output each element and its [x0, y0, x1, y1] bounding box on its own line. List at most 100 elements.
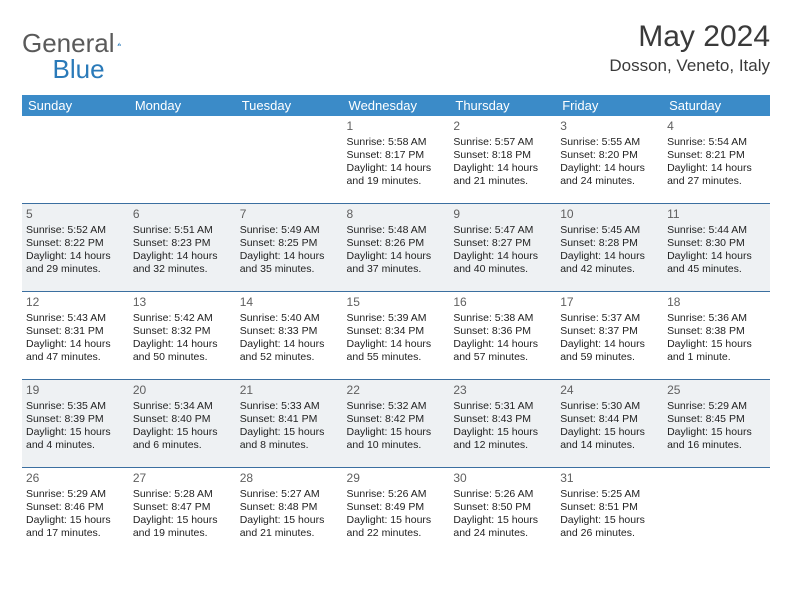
sunset-text: Sunset: 8:26 PM — [347, 237, 446, 250]
daylight-text: Daylight: 14 hours and 59 minutes. — [560, 338, 659, 364]
location-label: Dosson, Veneto, Italy — [609, 56, 770, 76]
calendar-day-cell: 2Sunrise: 5:57 AMSunset: 8:18 PMDaylight… — [449, 116, 556, 204]
day-number: 10 — [560, 207, 659, 222]
sunset-text: Sunset: 8:38 PM — [667, 325, 766, 338]
day-number: 11 — [667, 207, 766, 222]
daylight-text: Daylight: 15 hours and 12 minutes. — [453, 426, 552, 452]
day-number: 7 — [240, 207, 339, 222]
sunset-text: Sunset: 8:17 PM — [347, 149, 446, 162]
sunrise-text: Sunrise: 5:55 AM — [560, 136, 659, 149]
calendar-day-cell: 7Sunrise: 5:49 AMSunset: 8:25 PMDaylight… — [236, 204, 343, 292]
daylight-text: Daylight: 15 hours and 16 minutes. — [667, 426, 766, 452]
sunrise-text: Sunrise: 5:58 AM — [347, 136, 446, 149]
sunrise-text: Sunrise: 5:26 AM — [347, 488, 446, 501]
daylight-text: Daylight: 14 hours and 37 minutes. — [347, 250, 446, 276]
calendar-week-row: 12Sunrise: 5:43 AMSunset: 8:31 PMDayligh… — [22, 292, 770, 380]
day-number: 5 — [26, 207, 125, 222]
sunset-text: Sunset: 8:23 PM — [133, 237, 232, 250]
sunset-text: Sunset: 8:42 PM — [347, 413, 446, 426]
sunrise-text: Sunrise: 5:34 AM — [133, 400, 232, 413]
sunrise-text: Sunrise: 5:42 AM — [133, 312, 232, 325]
calendar-day-cell: 9Sunrise: 5:47 AMSunset: 8:27 PMDaylight… — [449, 204, 556, 292]
calendar-day-cell: 22Sunrise: 5:32 AMSunset: 8:42 PMDayligh… — [343, 380, 450, 468]
calendar-table: SundayMondayTuesdayWednesdayThursdayFrid… — [22, 95, 770, 555]
daylight-text: Daylight: 14 hours and 47 minutes. — [26, 338, 125, 364]
sunset-text: Sunset: 8:22 PM — [26, 237, 125, 250]
sunset-text: Sunset: 8:21 PM — [667, 149, 766, 162]
day-number: 16 — [453, 295, 552, 310]
sunset-text: Sunset: 8:32 PM — [133, 325, 232, 338]
calendar-week-row: 26Sunrise: 5:29 AMSunset: 8:46 PMDayligh… — [22, 468, 770, 556]
calendar-day-cell: 11 Sunrise: 5:44 AMSunset: 8:30 PMDayligh… — [663, 204, 770, 292]
day-number: 1 — [347, 119, 446, 134]
day-number: 19 — [26, 383, 125, 398]
sunset-text: Sunset: 8:39 PM — [26, 413, 125, 426]
day-number: 6 — [133, 207, 232, 222]
sunset-text: Sunset: 8:18 PM — [453, 149, 552, 162]
sunset-text: Sunset: 8:48 PM — [240, 501, 339, 514]
calendar-week-row: 19Sunrise: 5:35 AMSunset: 8:39 PMDayligh… — [22, 380, 770, 468]
daylight-text: Daylight: 15 hours and 17 minutes. — [26, 514, 125, 540]
day-number: 12 — [26, 295, 125, 310]
sunrise-text: Sunrise: 5:25 AM — [560, 488, 659, 501]
sunrise-text: Sunrise: 5:54 AM — [667, 136, 766, 149]
month-title: May 2024 — [609, 20, 770, 54]
sunrise-text: Sunrise: 5:45 AM — [560, 224, 659, 237]
daylight-text: Daylight: 14 hours and 35 minutes. — [240, 250, 339, 276]
daylight-text: Daylight: 14 hours and 52 minutes. — [240, 338, 339, 364]
sunset-text: Sunset: 8:40 PM — [133, 413, 232, 426]
daylight-text: Daylight: 15 hours and 19 minutes. — [133, 514, 232, 540]
sunrise-text: Sunrise: 5:43 AM — [26, 312, 125, 325]
calendar-day-cell: 3Sunrise: 5:55 AMSunset: 8:20 PMDaylight… — [556, 116, 663, 204]
calendar-day-cell: 5Sunrise: 5:52 AMSunset: 8:22 PMDaylight… — [22, 204, 129, 292]
calendar-page: General May 2024 Dosson, Veneto, Italy G… — [0, 0, 792, 565]
day-number: 4 — [667, 119, 766, 134]
sunset-text: Sunset: 8:44 PM — [560, 413, 659, 426]
calendar-day-cell: 13Sunrise: 5:42 AMSunset: 8:32 PMDayligh… — [129, 292, 236, 380]
sunset-text: Sunset: 8:34 PM — [347, 325, 446, 338]
calendar-day-cell: 14Sunrise: 5:40 AMSunset: 8:33 PMDayligh… — [236, 292, 343, 380]
calendar-day-cell: 19Sunrise: 5:35 AMSunset: 8:39 PMDayligh… — [22, 380, 129, 468]
weekday-row: SundayMondayTuesdayWednesdayThursdayFrid… — [22, 95, 770, 116]
daylight-text: Daylight: 14 hours and 42 minutes. — [560, 250, 659, 276]
day-number: 22 — [347, 383, 446, 398]
day-number: 20 — [133, 383, 232, 398]
sunset-text: Sunset: 8:20 PM — [560, 149, 659, 162]
day-number: 27 — [133, 471, 232, 486]
daylight-text: Daylight: 14 hours and 45 minutes. — [667, 250, 766, 276]
sunset-text: Sunset: 8:33 PM — [240, 325, 339, 338]
daylight-text: Daylight: 14 hours and 19 minutes. — [347, 162, 446, 188]
calendar-day-cell: 21Sunrise: 5:33 AMSunset: 8:41 PMDayligh… — [236, 380, 343, 468]
day-number: 23 — [453, 383, 552, 398]
sunset-text: Sunset: 8:36 PM — [453, 325, 552, 338]
calendar-day-cell: 23Sunrise: 5:31 AMSunset: 8:43 PMDayligh… — [449, 380, 556, 468]
sunrise-text: Sunrise: 5:29 AM — [667, 400, 766, 413]
calendar-day-cell — [236, 116, 343, 204]
daylight-text: Daylight: 14 hours and 55 minutes. — [347, 338, 446, 364]
day-number: 9 — [453, 207, 552, 222]
calendar-day-cell: 10Sunrise: 5:45 AMSunset: 8:28 PMDayligh… — [556, 204, 663, 292]
sunrise-text: Sunrise: 5:44 AM — [667, 224, 766, 237]
calendar-day-cell: 20Sunrise: 5:34 AMSunset: 8:40 PMDayligh… — [129, 380, 236, 468]
daylight-text: Daylight: 14 hours and 21 minutes. — [453, 162, 552, 188]
sunrise-text: Sunrise: 5:32 AM — [347, 400, 446, 413]
calendar-day-cell: 27Sunrise: 5:28 AMSunset: 8:47 PMDayligh… — [129, 468, 236, 556]
day-number: 30 — [453, 471, 552, 486]
daylight-text: Daylight: 15 hours and 26 minutes. — [560, 514, 659, 540]
sunrise-text: Sunrise: 5:39 AM — [347, 312, 446, 325]
daylight-text: Daylight: 15 hours and 1 minute. — [667, 338, 766, 364]
sunrise-text: Sunrise: 5:49 AM — [240, 224, 339, 237]
daylight-text: Daylight: 15 hours and 22 minutes. — [347, 514, 446, 540]
sunrise-text: Sunrise: 5:48 AM — [347, 224, 446, 237]
sunset-text: Sunset: 8:37 PM — [560, 325, 659, 338]
sunset-text: Sunset: 8:30 PM — [667, 237, 766, 250]
calendar-day-cell: 24Sunrise: 5:30 AMSunset: 8:44 PMDayligh… — [556, 380, 663, 468]
calendar-day-cell: 29Sunrise: 5:26 AMSunset: 8:49 PMDayligh… — [343, 468, 450, 556]
sunrise-text: Sunrise: 5:28 AM — [133, 488, 232, 501]
sunrise-text: Sunrise: 5:26 AM — [453, 488, 552, 501]
sunset-text: Sunset: 8:46 PM — [26, 501, 125, 514]
sunset-text: Sunset: 8:50 PM — [453, 501, 552, 514]
day-number: 13 — [133, 295, 232, 310]
calendar-day-cell: 1 Sunrise: 5:58 AMSunset: 8:17 PMDaylight… — [343, 116, 450, 204]
day-number: 28 — [240, 471, 339, 486]
